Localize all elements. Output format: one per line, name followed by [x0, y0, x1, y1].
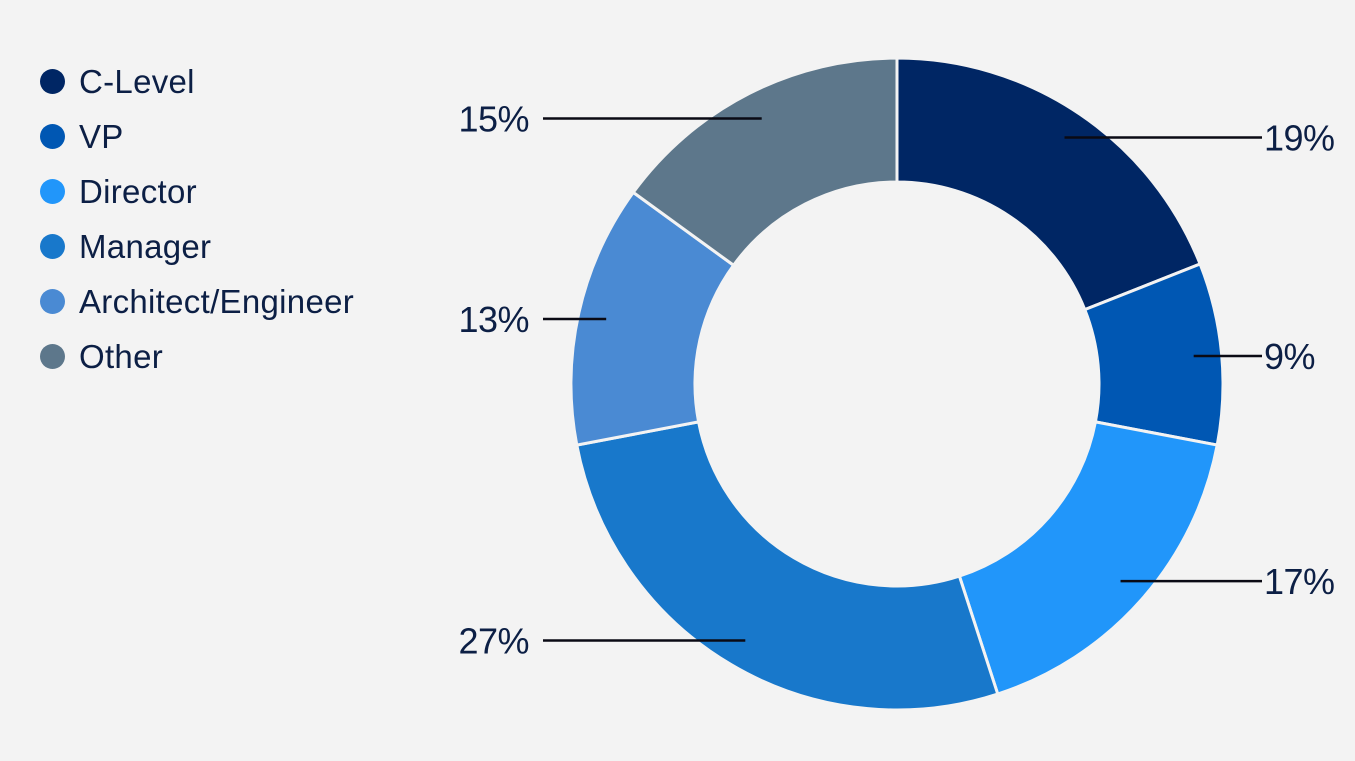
legend-label-director: Director: [79, 172, 197, 210]
value-label-architect-engineer: 13%: [458, 299, 529, 340]
legend-swatch-architect-engineer: [40, 289, 65, 314]
chart-legend: C-Level VP Director Manager Architect/En…: [40, 54, 354, 384]
value-label-c-level: 19%: [1264, 118, 1335, 159]
legend-item-director: Director: [40, 164, 354, 219]
legend-label-other: Other: [79, 337, 164, 375]
legend-item-vp: VP: [40, 109, 354, 164]
legend-label-architect-engineer: Architect/Engineer: [79, 282, 355, 320]
legend-swatch-vp: [40, 124, 65, 149]
legend-label-manager: Manager: [79, 227, 212, 265]
legend-swatch-director: [40, 179, 65, 204]
donut-slice-manager: [575, 420, 1000, 712]
value-label-manager: 27%: [458, 621, 529, 662]
legend-swatch-other: [40, 344, 65, 369]
donut-slice-c-level: [895, 56, 1203, 312]
value-label-director: 17%: [1264, 561, 1335, 602]
donut-slice-director: [957, 420, 1219, 696]
value-label-other: 15%: [458, 98, 529, 139]
value-label-vp: 9%: [1264, 336, 1315, 377]
legend-item-other: Other: [40, 329, 354, 384]
legend-label-c-level: C-Level: [79, 62, 195, 100]
legend-label-vp: VP: [79, 117, 124, 155]
legend-swatch-manager: [40, 234, 65, 259]
donut-slice-other: [631, 56, 899, 268]
legend-item-manager: Manager: [40, 219, 354, 274]
legend-swatch-c-level: [40, 69, 65, 94]
legend-item-architect-engineer: Architect/Engineer: [40, 274, 354, 329]
legend-item-c-level: C-Level: [40, 54, 354, 109]
